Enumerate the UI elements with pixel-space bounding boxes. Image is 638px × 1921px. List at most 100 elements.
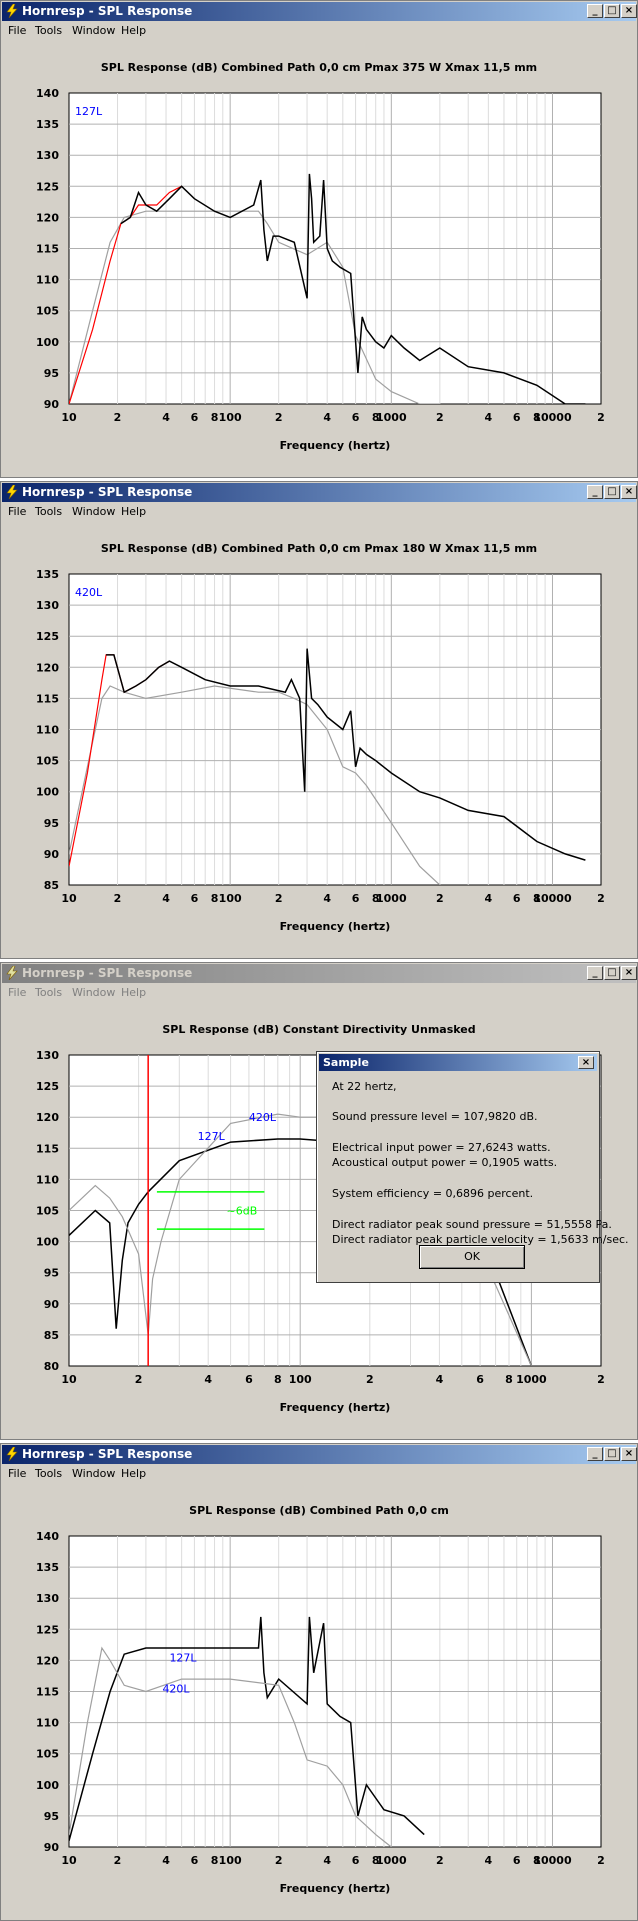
y-tick-label: 125 xyxy=(36,1080,59,1093)
spl-chart: SPL Response (dB) Combined Path 0,0 cm 90… xyxy=(1,1484,637,1920)
x-tick-label: 2 xyxy=(597,1373,605,1386)
x-tick-label: 2 xyxy=(436,1854,444,1867)
y-tick-label: 120 xyxy=(36,661,59,674)
y-tick-label: 115 xyxy=(36,1142,59,1155)
menu-item-tools[interactable]: Tools xyxy=(35,1467,63,1480)
y-tick-label: 135 xyxy=(36,1561,59,1574)
title-bar[interactable]: Hornresp - SPL Response _ □ × xyxy=(2,2,637,21)
lightning-bolt-icon xyxy=(6,4,18,18)
y-tick-label: 110 xyxy=(36,1717,59,1730)
y-tick-label: 110 xyxy=(36,274,59,287)
maximize-button[interactable]: □ xyxy=(604,4,620,18)
x-tick-label: 8 xyxy=(211,1854,219,1867)
menu-bar: File Tools Window Help xyxy=(2,984,636,1002)
menu-item-file[interactable]: File xyxy=(8,24,27,37)
lightning-bolt-icon xyxy=(6,485,18,499)
x-tick-label: 8 xyxy=(372,411,380,424)
menu-item-tools[interactable]: Tools xyxy=(35,505,63,518)
y-tick-label: 95 xyxy=(44,1810,59,1823)
x-axis-label: Frequency (hertz) xyxy=(280,1882,391,1895)
menu-item-tools[interactable]: Tools xyxy=(35,24,63,37)
sample-dialog: Sample × At 22 hertz, Sound pressure level … xyxy=(316,1051,629,1283)
y-tick-label: 130 xyxy=(36,1049,59,1062)
menu-item-window[interactable]: Window xyxy=(72,24,116,37)
close-button[interactable]: × xyxy=(621,4,637,18)
menu-item-file[interactable]: File xyxy=(8,505,27,518)
x-axis-label: Frequency (hertz) xyxy=(280,439,391,452)
x-axis-label: Frequency (hertz) xyxy=(280,920,391,933)
y-tick-label: 100 xyxy=(36,786,59,799)
menu-item-window[interactable]: Window xyxy=(72,986,116,999)
close-button[interactable]: × xyxy=(621,1447,637,1461)
menu-bar: File Tools Window Help xyxy=(2,22,636,40)
minimize-button[interactable]: _ xyxy=(587,485,603,499)
x-tick-label: 6 xyxy=(513,892,521,905)
x-axis-label: Frequency (hertz) xyxy=(280,1401,391,1414)
maximize-button[interactable]: □ xyxy=(604,966,620,980)
series-label-127l: 127L xyxy=(169,1651,197,1664)
minimize-button[interactable]: _ xyxy=(587,4,603,18)
x-tick-label: 2 xyxy=(135,1373,143,1386)
y-tick-label: 125 xyxy=(36,1623,59,1636)
x-tick-label: 8 xyxy=(211,411,219,424)
menu-item-window[interactable]: Window xyxy=(72,505,116,518)
x-tick-label: 2 xyxy=(366,1373,374,1386)
x-tick-label: 8 xyxy=(505,1373,513,1386)
lightning-bolt-icon xyxy=(6,1447,18,1461)
x-tick-label: 6 xyxy=(191,411,199,424)
lightning-bolt-icon xyxy=(6,966,18,980)
x-tick-label: 6 xyxy=(513,1854,521,1867)
dialog-text-line: Direct radiator peak sound pressure = 51… xyxy=(332,1218,612,1231)
menu-item-help[interactable]: Help xyxy=(121,986,147,999)
dialog-title-bar[interactable]: Sample × xyxy=(319,1054,597,1071)
chart-header: SPL Response (dB) Combined Path 0,0 cm P… xyxy=(101,61,537,74)
x-tick-label: 100 xyxy=(219,1854,242,1867)
menu-item-window[interactable]: Window xyxy=(72,1467,116,1480)
y-tick-label: 85 xyxy=(44,1329,59,1342)
configuration-label: 420L xyxy=(75,586,103,599)
minimize-button[interactable]: _ xyxy=(587,1447,603,1461)
menu-item-tools[interactable]: Tools xyxy=(35,986,63,999)
y-tick-label: 120 xyxy=(36,1111,59,1124)
y-tick-label: 110 xyxy=(36,724,59,737)
close-button[interactable]: × xyxy=(621,966,637,980)
ok-button[interactable]: OK xyxy=(419,1245,525,1269)
title-bar[interactable]: Hornresp - SPL Response _ □ × xyxy=(2,483,637,502)
minimize-button[interactable]: _ xyxy=(587,966,603,980)
menu-item-help[interactable]: Help xyxy=(121,24,147,37)
menu-item-help[interactable]: Help xyxy=(121,1467,147,1480)
x-tick-label: 2 xyxy=(597,1854,605,1867)
x-tick-label: 2 xyxy=(114,411,122,424)
maximize-button[interactable]: □ xyxy=(604,485,620,499)
x-tick-label: 100 xyxy=(219,411,242,424)
x-tick-label: 100 xyxy=(219,892,242,905)
dialog-text-line: Acoustical output power = 0,1905 watts. xyxy=(332,1156,558,1169)
close-button[interactable]: × xyxy=(621,485,637,499)
x-tick-label: 10 xyxy=(61,1373,77,1386)
menu-item-file[interactable]: File xyxy=(8,1467,27,1480)
title-bar[interactable]: Hornresp - SPL Response _ □ × xyxy=(2,1445,637,1464)
maximize-button[interactable]: □ xyxy=(604,1447,620,1461)
x-tick-label: 6 xyxy=(191,892,199,905)
dialog-text-line: At 22 hertz, xyxy=(332,1080,397,1093)
x-tick-label: 10 xyxy=(61,411,77,424)
series-line xyxy=(69,1616,425,1841)
dialog-text-line: Electrical input power = 27,6243 watts. xyxy=(332,1141,551,1154)
y-tick-label: 80 xyxy=(44,1360,60,1373)
x-tick-label: 4 xyxy=(323,411,331,424)
window-title: Hornresp - SPL Response xyxy=(22,485,193,499)
y-tick-label: 125 xyxy=(36,630,59,643)
menu-item-help[interactable]: Help xyxy=(121,505,147,518)
x-tick-label: 6 xyxy=(191,1854,199,1867)
x-tick-label: 6 xyxy=(245,1373,253,1386)
x-tick-label: 4 xyxy=(485,892,493,905)
title-bar[interactable]: Hornresp - SPL Response _ □ × xyxy=(2,964,637,983)
dialog-close-button[interactable]: × xyxy=(578,1056,594,1069)
level-difference-label: ~6dB xyxy=(227,1205,258,1218)
series-line xyxy=(69,1646,392,1847)
x-tick-label: 1000 xyxy=(376,411,407,424)
x-tick-label: 2 xyxy=(436,411,444,424)
menu-item-file[interactable]: File xyxy=(8,986,27,999)
y-tick-label: 105 xyxy=(36,1205,59,1218)
x-tick-label: 1000 xyxy=(376,1854,407,1867)
